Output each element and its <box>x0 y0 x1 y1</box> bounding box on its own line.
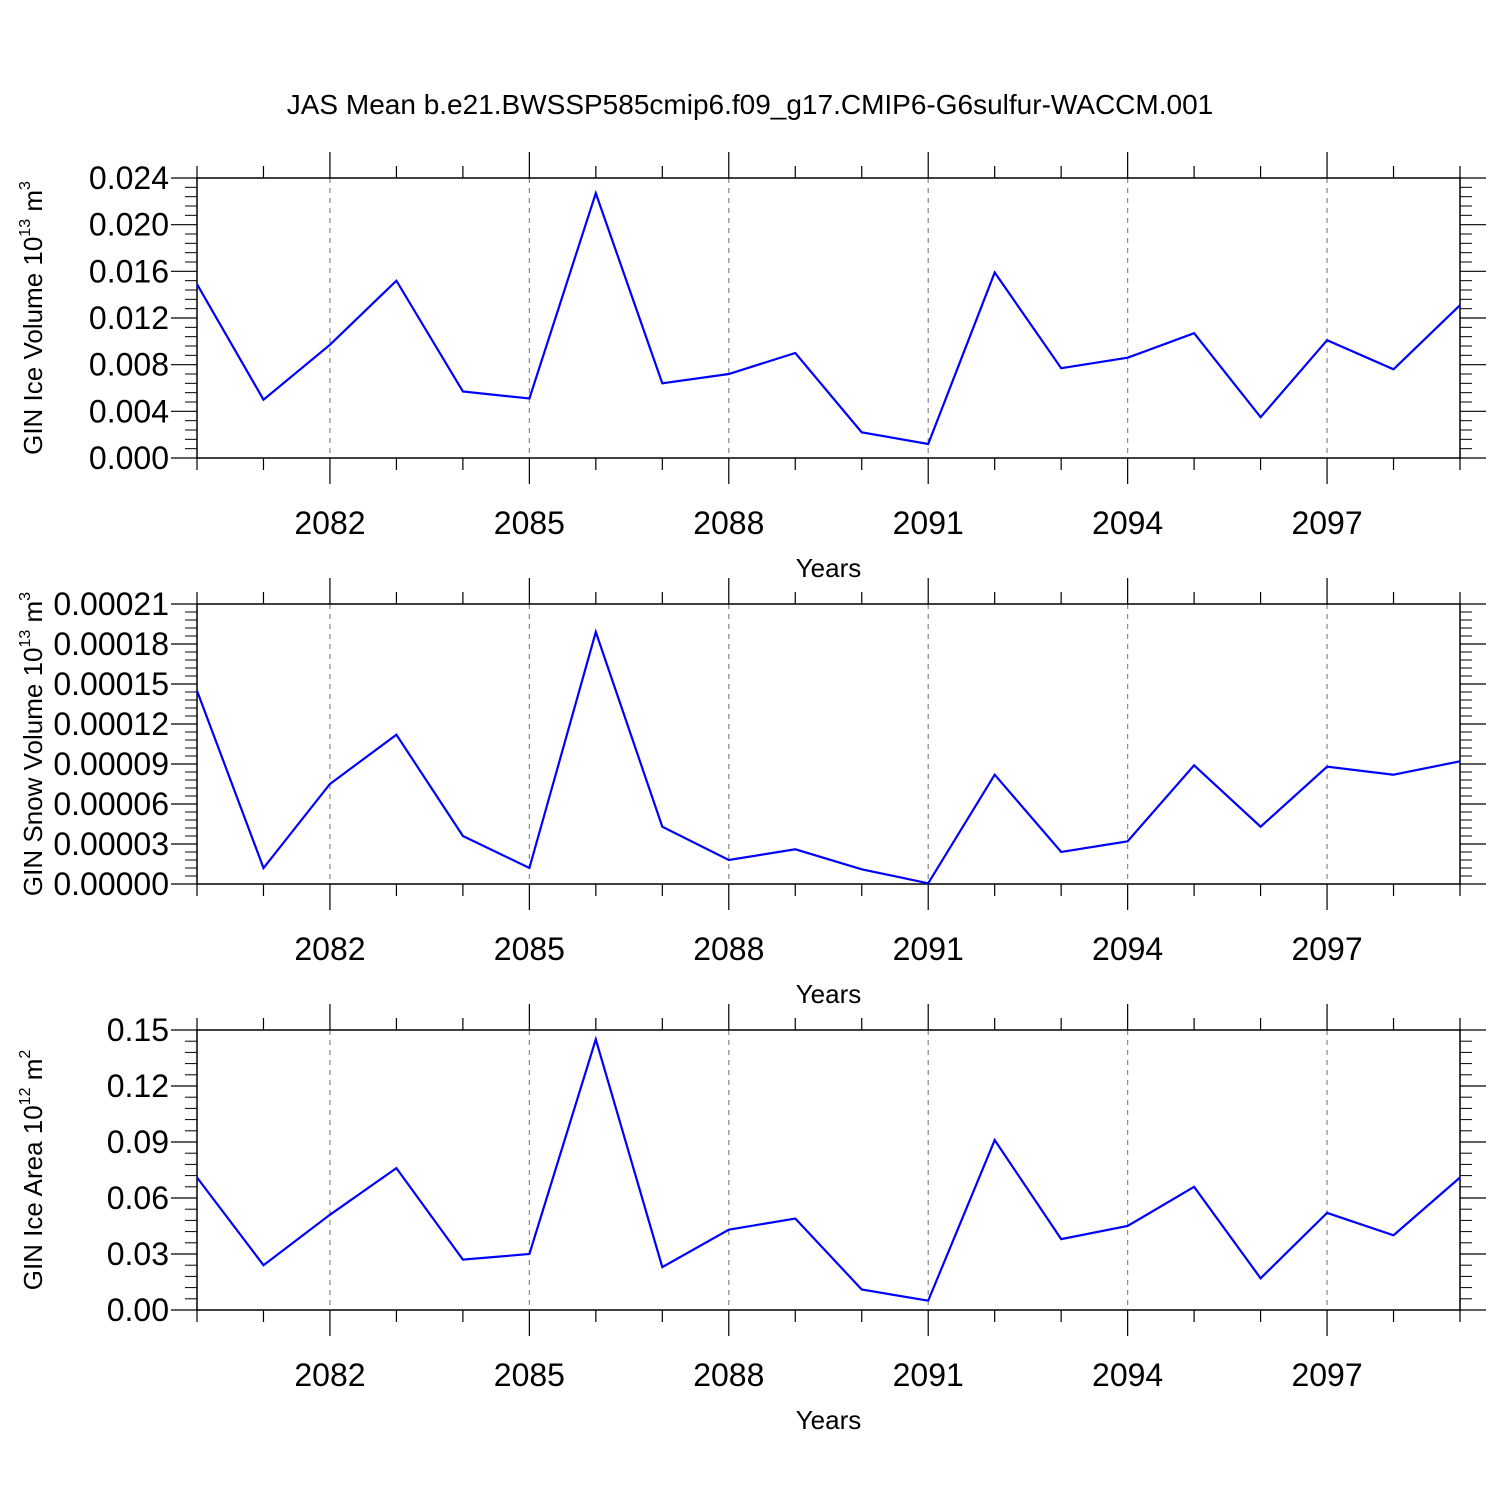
x-tick-label: 2094 <box>1092 1357 1163 1393</box>
y-axis-label: GIN Snow Volume 1013 m3 <box>17 592 48 896</box>
x-tick-label: 2094 <box>1092 931 1163 967</box>
plot-frame <box>196 1029 1461 1311</box>
x-tick-label: 2094 <box>1092 505 1163 541</box>
y-tick-label: 0.012 <box>89 300 169 336</box>
y-tick-label: 0.004 <box>89 393 169 429</box>
plot-frame <box>196 603 1461 885</box>
y-tick-label: 0.00021 <box>53 586 169 622</box>
x-tick-label: 2085 <box>494 931 565 967</box>
x-tick-label: 2097 <box>1291 1357 1362 1393</box>
y-axis-label: GIN Ice Volume 1013 m3 <box>17 181 48 455</box>
x-tick-label: 2091 <box>893 505 964 541</box>
y-tick-label: 0.000 <box>89 440 169 476</box>
y-tick-label: 0.00018 <box>53 626 169 662</box>
x-tick-label: 2088 <box>693 1357 764 1393</box>
y-tick-label: 0.00003 <box>53 826 169 862</box>
x-tick-label: 2085 <box>494 505 565 541</box>
x-tick-label: 2088 <box>693 505 764 541</box>
y-tick-label: 0.03 <box>107 1236 169 1272</box>
y-tick-label: 0.00 <box>107 1292 169 1328</box>
y-tick-label: 0.024 <box>89 160 169 196</box>
x-axis-label: Years <box>796 553 862 583</box>
x-tick-label: 2088 <box>693 931 764 967</box>
y-tick-label: 0.008 <box>89 347 169 383</box>
y-tick-label: 0.00006 <box>53 786 169 822</box>
x-tick-label: 2082 <box>294 505 365 541</box>
panel-3: 2082 2085 2088 2091 2094 2097 0.00 0.03 0.06 0.09… <box>17 1004 1486 1435</box>
y-axis-label: GIN Ice Area 1012 m2 <box>17 1050 48 1291</box>
x-tick-label: 2097 <box>1291 505 1362 541</box>
x-tick-label: 2082 <box>294 931 365 967</box>
y-tick-label: 0.00009 <box>53 746 169 782</box>
y-tick-label: 0.06 <box>107 1180 169 1216</box>
x-tick-label: 2085 <box>494 1357 565 1393</box>
x-axis-label: Years <box>796 979 862 1009</box>
x-tick-label: 2097 <box>1291 931 1362 967</box>
series-line <box>196 189 1461 446</box>
y-tick-label: 0.020 <box>89 207 169 243</box>
chart-title: JAS Mean b.e21.BWSSP585cmip6.f09_g17.CMI… <box>287 89 1213 120</box>
x-tick-label: 2091 <box>893 931 964 967</box>
y-tick-label: 0.00000 <box>53 866 169 902</box>
y-tick-label: 0.12 <box>107 1068 169 1104</box>
y-tick-label: 0.00015 <box>53 666 169 702</box>
y-tick-label: 0.15 <box>107 1012 169 1048</box>
series-line <box>195 628 1461 885</box>
x-tick-label: 2082 <box>294 1357 365 1393</box>
series-line <box>196 1035 1461 1302</box>
y-tick-label: 0.016 <box>89 253 169 289</box>
x-tick-label: 2091 <box>893 1357 964 1393</box>
y-tick-label: 0.09 <box>107 1124 169 1160</box>
plot-frame <box>196 177 1461 459</box>
panel-2: 2082 2085 2088 2091 2094 2097 0.00000 0.00003 0.… <box>17 578 1486 1009</box>
y-tick-label: 0.00012 <box>53 706 169 742</box>
panel-1: 2082 2085 2088 2091 2094 2097 0.000 0.004 0.008 0… <box>17 152 1486 583</box>
x-axis-label: Years <box>796 1405 862 1435</box>
